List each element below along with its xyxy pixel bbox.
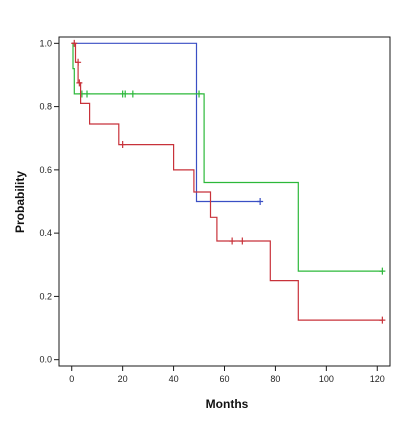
- series-1-line: [71, 42, 261, 203]
- series-2-censor-mark: [379, 267, 386, 275]
- y-tick-label: 1.0: [39, 38, 52, 48]
- axis-ticks: 0 20 40 60 80 100 120 0.0 0.2 0.4 0.6 0.8 1.0: [39, 38, 384, 384]
- x-tick-label: 60: [219, 374, 229, 384]
- y-tick-label: 0.2: [39, 291, 52, 301]
- x-tick-label: 0: [69, 374, 74, 384]
- y-tick-label: 0.6: [39, 165, 52, 175]
- y-tick-label: 0.8: [39, 102, 52, 112]
- x-tick-label: 100: [319, 374, 334, 384]
- series-2-censor-mark: [78, 90, 85, 98]
- series-2-censor-mark: [84, 90, 91, 98]
- x-tick-label: 120: [370, 374, 385, 384]
- series-3-censor-mark: [229, 237, 236, 245]
- series-layer: [71, 39, 386, 324]
- x-tick-label: 40: [169, 374, 179, 384]
- series-2-censor-mark: [196, 90, 203, 98]
- series-3-censor-mark: [239, 237, 246, 245]
- series-3-line: [71, 42, 383, 321]
- series-3-censor-mark: [71, 39, 78, 47]
- series-2-line: [71, 42, 383, 272]
- series-3-censor-mark: [76, 79, 83, 87]
- series-3-censor-mark: [119, 141, 126, 149]
- series-2-censor-mark: [122, 90, 129, 98]
- y-axis-title: Probability: [13, 171, 27, 233]
- y-tick-label: 0.4: [39, 228, 52, 238]
- x-axis-title: Months: [206, 397, 249, 411]
- x-tick-label: 20: [118, 374, 128, 384]
- series-3-censor-mark: [379, 316, 386, 324]
- series-1-censor-mark: [257, 198, 264, 205]
- series-2-censor-mark: [129, 90, 136, 98]
- y-tick-label: 0.0: [39, 355, 52, 365]
- x-tick-label: 80: [270, 374, 280, 384]
- series-3-censor-mark: [75, 58, 82, 66]
